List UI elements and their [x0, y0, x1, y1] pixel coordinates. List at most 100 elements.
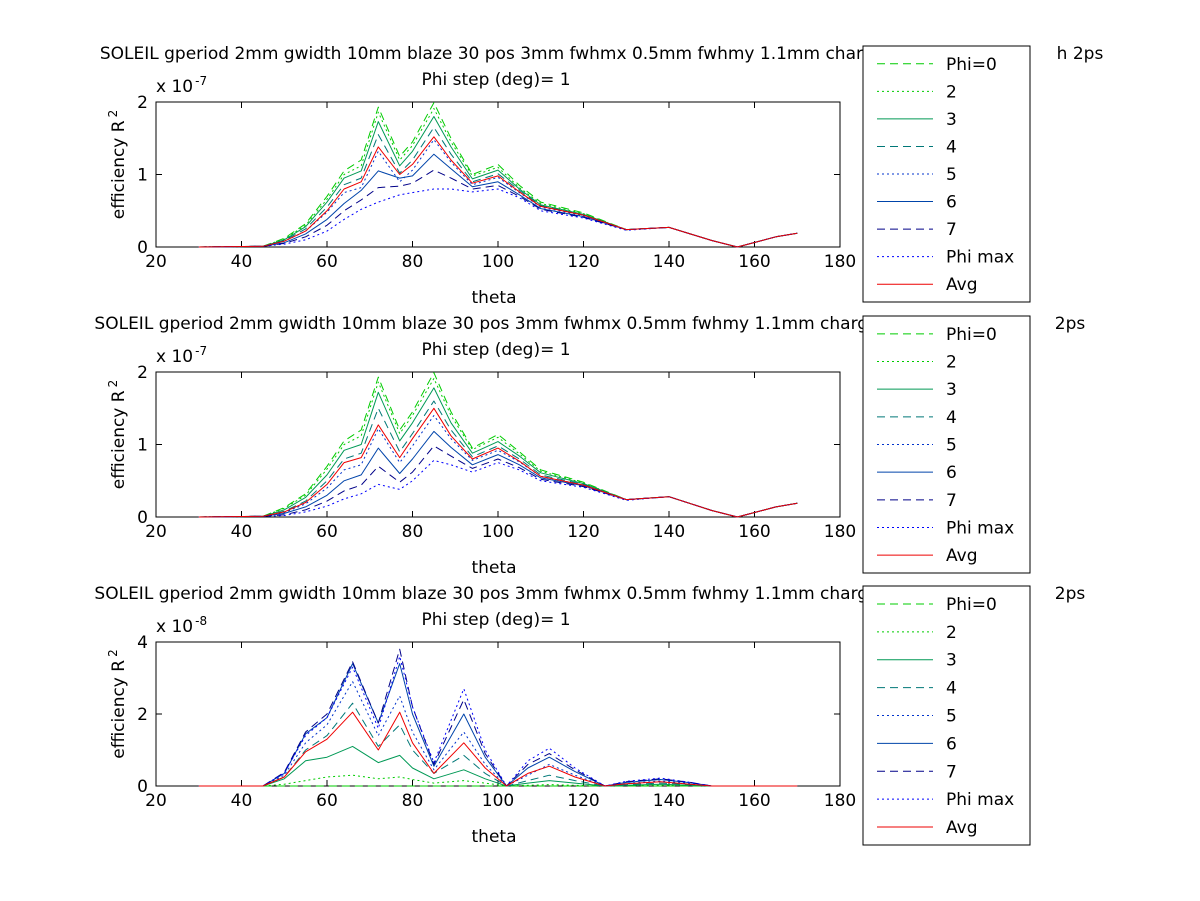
- x-tick-label: 40: [231, 791, 253, 811]
- x-tick-label: 20: [145, 252, 167, 272]
- x-tick-label: 80: [402, 522, 424, 542]
- x-tick-label: 80: [402, 791, 424, 811]
- y-axis-label: efficiency R2: [106, 110, 129, 219]
- legend: Phi=0 2 3 4 5 6 7 Phi max Avg: [862, 585, 1031, 846]
- subplot-3: SOLEIL gperiod 2mm gwidth 10mm blaze 30 …: [94, 584, 1085, 847]
- series-group: [198, 372, 798, 518]
- legend-label: 5: [946, 436, 957, 456]
- series-line-4: [198, 126, 798, 248]
- legend-label: 7: [946, 491, 957, 511]
- plot-title: SOLEIL gperiod 2mm gwidth 10mm blaze 30 …: [100, 44, 900, 64]
- series-line-5: [198, 681, 798, 787]
- series-group: [198, 648, 798, 787]
- legend-label: 2: [946, 82, 957, 102]
- series-line-phi-max: [198, 655, 798, 787]
- x-tick-label: 160: [738, 522, 770, 542]
- legend-label: 5: [946, 165, 957, 185]
- plot-subtitle: Phi step (deg)= 1: [421, 340, 570, 360]
- legend-label: 3: [946, 651, 957, 671]
- legend-label: Avg: [946, 818, 978, 838]
- legend-label: Phi max: [946, 790, 1014, 810]
- legend-label: 5: [946, 707, 957, 727]
- series-line-6: [198, 430, 798, 518]
- x-tick-label: 60: [316, 252, 338, 272]
- x-tick-label: 140: [653, 522, 685, 542]
- legend-label: 7: [946, 762, 957, 782]
- axes-box: [155, 641, 841, 787]
- legend-label: Phi=0: [946, 325, 997, 345]
- x-tick-label: 140: [653, 252, 685, 272]
- y-tick-label: 2: [137, 93, 148, 113]
- legend-box: [862, 45, 1031, 303]
- x-tick-label: 180: [824, 522, 856, 542]
- plot-subtitle: Phi step (deg)= 1: [421, 70, 570, 90]
- legend-label: 7: [946, 220, 957, 240]
- series-group: [198, 102, 798, 248]
- legend-box: [862, 315, 1031, 574]
- x-tick-label: 60: [316, 791, 338, 811]
- legend-label: 3: [946, 110, 957, 130]
- legend: Phi=0 2 3 4 5 6 7 Phi max Avg: [862, 45, 1031, 303]
- x-tick-label: 20: [145, 791, 167, 811]
- y-tick-label: 0: [137, 238, 148, 258]
- x-tick-label: 120: [567, 522, 599, 542]
- plot-title-tail: 2ps: [1055, 584, 1086, 604]
- legend-label: 4: [946, 408, 957, 428]
- x-tick-label: 40: [231, 522, 253, 542]
- legend-label: Phi=0: [946, 595, 997, 615]
- x-tick-label: 120: [567, 791, 599, 811]
- series-line-avg: [198, 136, 798, 248]
- legend-label: 3: [946, 380, 957, 400]
- legend-label: Avg: [946, 275, 978, 295]
- legend: Phi=0 2 3 4 5 6 7 Phi max Avg: [862, 315, 1031, 574]
- y-tick-label: 4: [137, 633, 148, 653]
- y-tick-label: 0: [137, 777, 148, 797]
- series-line-3: [198, 745, 798, 787]
- y-axis-label: efficiency R2: [106, 649, 129, 758]
- y-tick-label: 0: [137, 508, 148, 528]
- legend-label: Phi max: [946, 248, 1014, 268]
- legend-label: 2: [946, 353, 957, 373]
- subplot-1: SOLEIL gperiod 2mm gwidth 10mm blaze 30 …: [100, 44, 1104, 308]
- legend-label: Avg: [946, 546, 978, 566]
- series-line-phi-0: [198, 372, 798, 518]
- x-tick-label: 140: [653, 791, 685, 811]
- series-line-7: [198, 169, 798, 248]
- x-tick-label: 100: [482, 791, 514, 811]
- series-line-2: [198, 774, 798, 787]
- axes-box: [155, 371, 841, 518]
- legend-label: Phi max: [946, 519, 1014, 539]
- legend-label: 6: [946, 463, 957, 483]
- y-tick-label: 2: [137, 705, 148, 725]
- y-multiplier: x 10 -7: [156, 74, 207, 97]
- series-line-7: [198, 445, 798, 518]
- legend-label: 4: [946, 679, 957, 699]
- x-tick-label: 40: [231, 252, 253, 272]
- y-multiplier: x 10 -8: [156, 614, 207, 637]
- y-tick-label: 1: [137, 166, 148, 186]
- series-line-avg: [198, 407, 798, 518]
- legend-label: 2: [946, 623, 957, 643]
- subplot-2: SOLEIL gperiod 2mm gwidth 10mm blaze 30 …: [94, 314, 1085, 578]
- series-line-7: [198, 648, 798, 787]
- y-multiplier: x 10 -7: [156, 344, 207, 367]
- x-tick-label: 60: [316, 522, 338, 542]
- x-tick-label: 20: [145, 522, 167, 542]
- legend-label: Phi=0: [946, 55, 997, 75]
- series-line-5: [198, 139, 798, 248]
- x-axis-label: theta: [472, 288, 517, 308]
- series-line-5: [198, 415, 798, 518]
- legend-box: [862, 585, 1031, 846]
- x-axis-label: theta: [472, 827, 517, 847]
- series-line-avg: [198, 711, 798, 787]
- series-line-6: [198, 663, 798, 787]
- x-tick-label: 100: [482, 522, 514, 542]
- plot-subtitle: Phi step (deg)= 1: [421, 610, 570, 630]
- plot-title-tail: 2ps: [1055, 314, 1086, 334]
- series-line-4: [198, 702, 798, 787]
- plot-title-tail: h 2ps: [1057, 44, 1104, 64]
- x-tick-label: 100: [482, 252, 514, 272]
- y-tick-label: 2: [137, 363, 148, 383]
- x-tick-label: 120: [567, 252, 599, 272]
